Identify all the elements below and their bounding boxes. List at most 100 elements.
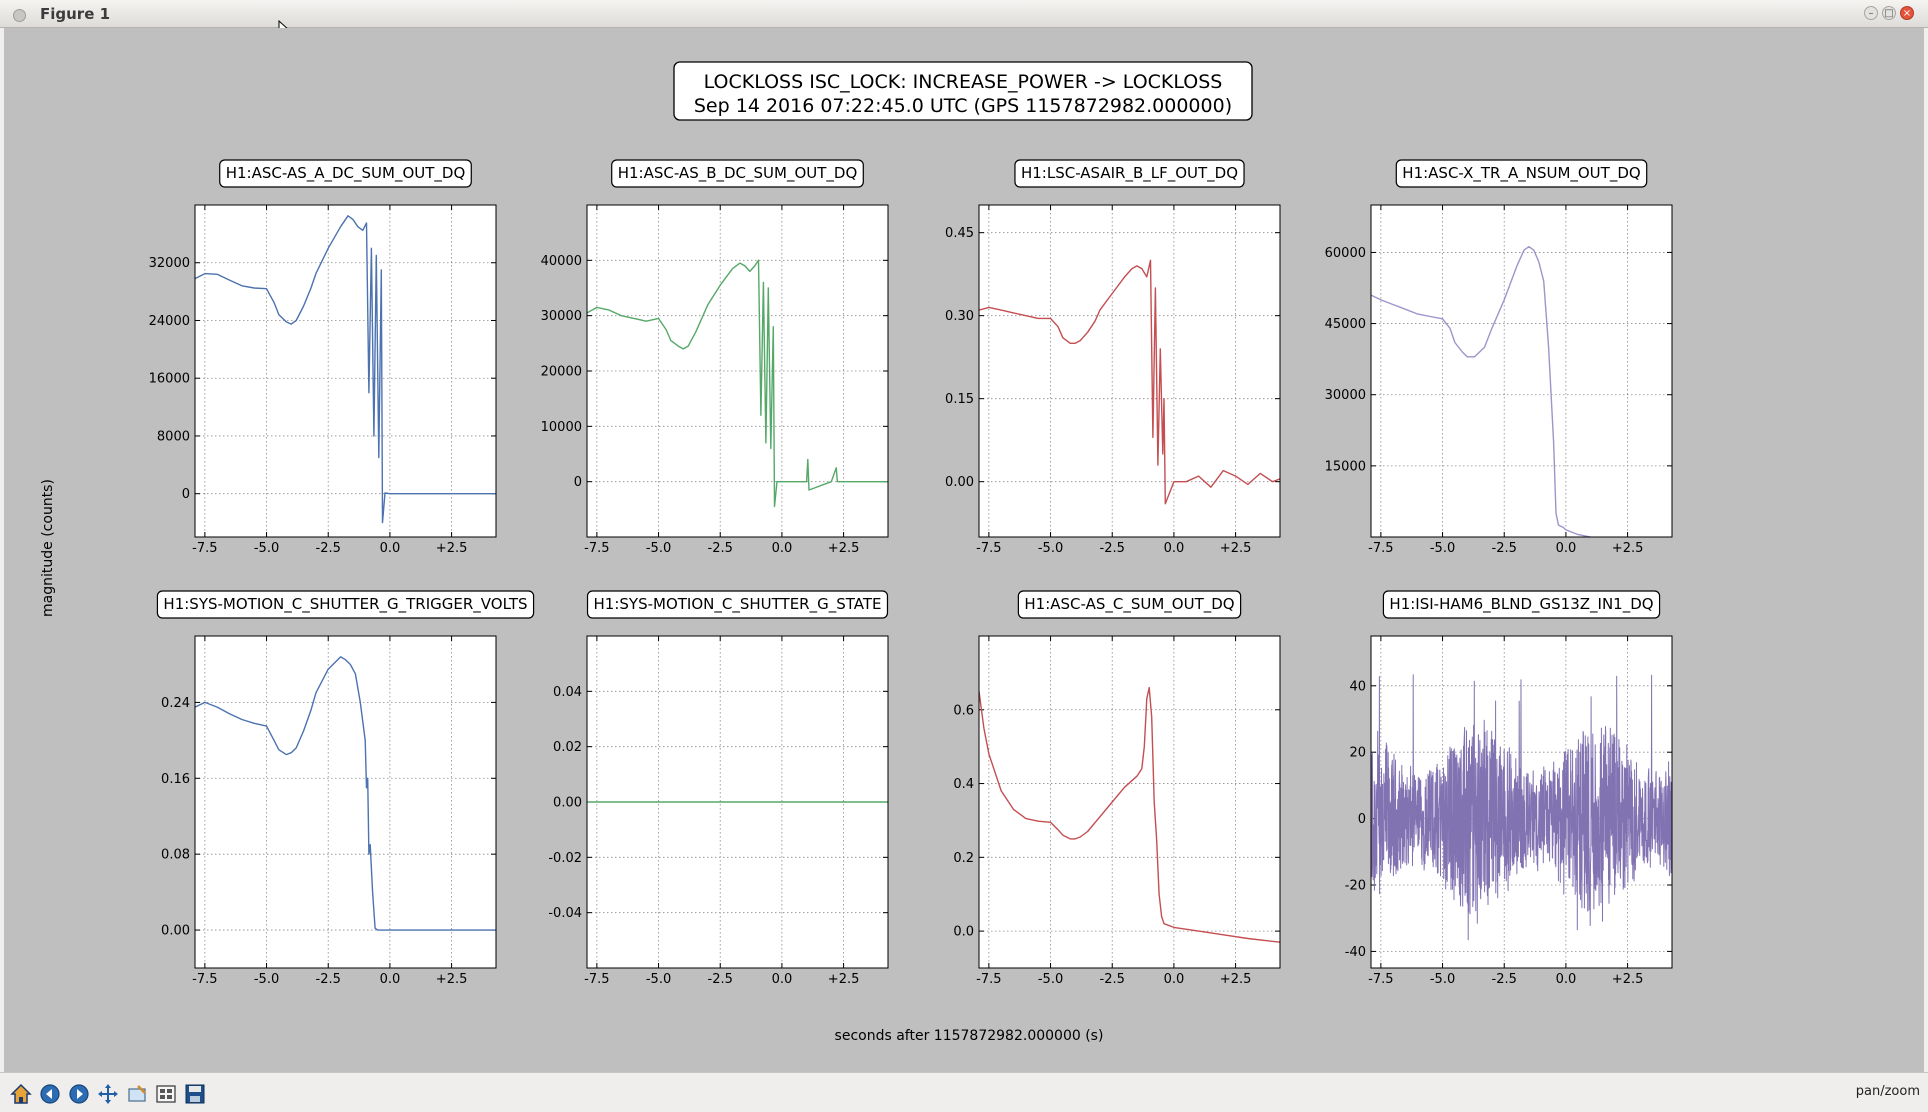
x-tick-label: -7.5 (1368, 972, 1393, 987)
subplot[interactable]: -7.5 -5.0 -2.5 0.0 +2.5 -0.04 -0.02 0.00 0.02 0.0… (548, 590, 889, 987)
close-icon[interactable]: × (1900, 6, 1914, 20)
subplot-title: H1:LSC-ASAIR_B_LF_OUT_DQ (1021, 164, 1238, 183)
y-tick-label: 40 (1349, 679, 1366, 694)
x-tick-label: 0.0 (1556, 541, 1577, 556)
x-tick-label: -2.5 (316, 972, 341, 987)
y-tick-label: 0.08 (161, 848, 190, 863)
x-tick-label: 0.0 (772, 541, 793, 556)
series-line (1371, 674, 1672, 941)
subplot-title-box (156, 590, 535, 619)
axes-frame (1370, 635, 1673, 969)
x-tick-label: 0.0 (1556, 972, 1577, 987)
y-tick-label: 8000 (157, 429, 190, 444)
save-icon[interactable] (182, 1081, 208, 1107)
y-tick-label: 16000 (149, 372, 190, 387)
suptitle: LOCKLOSS ISC_LOCK: INCREASE_POWER -> LOC… (673, 61, 1253, 121)
y-tick-label: 0.00 (553, 796, 582, 811)
x-tick-label: +2.5 (828, 972, 860, 987)
x-tick-label: -2.5 (1100, 972, 1125, 987)
x-axis-label: seconds after 1157872982.000000 (s) (835, 1028, 1104, 1044)
y-tick-label: 0.24 (161, 696, 190, 711)
axes-frame (978, 635, 1281, 969)
subplot-title: H1:SYS-MOTION_C_SHUTTER_G_TRIGGER_VOLTS (163, 595, 527, 614)
subplot[interactable]: -7.5 -5.0 -2.5 0.0 +2.5 0 10000 20000 30000 40000… (541, 159, 889, 556)
x-tick-label: +2.5 (1612, 541, 1644, 556)
x-tick-label: -5.0 (1038, 541, 1063, 556)
y-tick-label: 0.4 (953, 777, 974, 792)
y-tick-label: -20 (1345, 879, 1366, 894)
subplots-icon[interactable] (153, 1081, 179, 1107)
minimize-icon[interactable]: – (1864, 6, 1878, 20)
x-tick-label: -2.5 (1100, 541, 1125, 556)
series-line (979, 686, 1280, 943)
y-tick-label: 0 (1358, 812, 1366, 827)
subplot-title: H1:ISI-HAM6_BLND_GS13Z_IN1_DQ (1389, 595, 1653, 614)
y-tick-label: 20 (1349, 746, 1366, 761)
plot-area (195, 205, 496, 537)
x-tick-label: -5.0 (254, 541, 279, 556)
x-tick-label: -2.5 (708, 541, 733, 556)
y-tick-label: 0.30 (945, 309, 974, 324)
pan-icon[interactable] (95, 1081, 121, 1107)
y-tick-label: 0 (574, 475, 582, 490)
y-tick-label: 0.02 (553, 740, 582, 755)
window-menu-icon[interactable] (13, 9, 26, 22)
window-titlebar[interactable]: Figure 1 – □ × (0, 0, 1928, 28)
x-tick-label: -2.5 (316, 541, 341, 556)
x-tick-label: -7.5 (976, 541, 1001, 556)
y-tick-label: 10000 (541, 420, 582, 435)
subplot[interactable]: -7.5 -5.0 -2.5 0.0 +2.5 0.00 0.08 0.16 0.24 H1:SY… (156, 590, 535, 987)
y-tick-label: 0.16 (161, 772, 190, 787)
x-tick-label: 0.0 (380, 541, 401, 556)
subplot-title: H1:ASC-AS_A_DC_SUM_OUT_DQ (226, 164, 466, 183)
y-tick-label: 0.0 (953, 925, 974, 940)
axes-frame (586, 204, 889, 538)
series-line (195, 656, 496, 931)
y-tick-label: 45000 (1325, 317, 1366, 332)
series-line (587, 259, 888, 508)
subplot[interactable]: -7.5 -5.0 -2.5 0.0 +2.5 0.0 0.2 0.4 0.6 H1:ASC-AS… (953, 590, 1281, 987)
x-tick-label: -7.5 (1368, 541, 1393, 556)
y-tick-label: 20000 (541, 365, 582, 380)
figure-canvas[interactable]: LOCKLOSS ISC_LOCK: INCREASE_POWER -> LOC… (4, 28, 1924, 1072)
x-tick-label: -5.0 (1038, 972, 1063, 987)
plot-area (979, 636, 1280, 968)
x-tick-label: -5.0 (1430, 541, 1455, 556)
subplot-title: H1:ASC-AS_B_DC_SUM_OUT_DQ (618, 164, 858, 183)
y-tick-label: 0.04 (553, 685, 582, 700)
y-tick-label: 0.00 (945, 475, 974, 490)
subplot-title-box (1014, 159, 1245, 188)
maximize-icon[interactable]: □ (1882, 6, 1896, 20)
subplot-title-box (219, 159, 472, 188)
y-tick-label: 40000 (541, 254, 582, 269)
x-tick-label: 0.0 (772, 972, 793, 987)
subplot-title-box (1395, 159, 1648, 188)
forward-arrow-icon[interactable] (66, 1081, 92, 1107)
zoom-icon[interactable] (124, 1081, 150, 1107)
x-tick-label: +2.5 (828, 541, 860, 556)
plot-area (979, 205, 1280, 537)
subplot[interactable]: -7.5 -5.0 -2.5 0.0 +2.5 15000 30000 45000 60000 H… (1325, 159, 1673, 556)
y-tick-label: 0.00 (161, 924, 190, 939)
y-tick-label: -40 (1345, 945, 1366, 960)
back-arrow-icon[interactable] (37, 1081, 63, 1107)
x-tick-label: 0.0 (1164, 541, 1185, 556)
subplot[interactable]: -7.5 -5.0 -2.5 0.0 +2.5 0.00 0.15 0.30 0.45 H1:LS… (945, 159, 1281, 556)
x-tick-label: +2.5 (436, 541, 468, 556)
subplot[interactable]: -7.5 -5.0 -2.5 0.0 +2.5 0 8000 16000 24000 32000 H… (149, 159, 497, 556)
subplot-title-box (1382, 590, 1661, 619)
subplot-title-box (1017, 590, 1242, 619)
x-tick-label: -7.5 (584, 541, 609, 556)
navigation-toolbar: pan/zoom (0, 1072, 1928, 1112)
x-tick-label: +2.5 (436, 972, 468, 987)
y-tick-label: -0.02 (548, 851, 582, 866)
x-tick-label: -7.5 (584, 972, 609, 987)
plot-area (1371, 205, 1672, 537)
y-tick-label: 32000 (149, 256, 190, 271)
y-tick-label: -0.04 (548, 906, 582, 921)
home-icon[interactable] (8, 1081, 34, 1107)
axes-frame (194, 204, 497, 538)
x-tick-label: -5.0 (254, 972, 279, 987)
subplot[interactable]: -7.5 -5.0 -2.5 0.0 +2.5 -40 -20 0 20 40 H1:ISI-HAM… (1345, 590, 1673, 987)
x-tick-label: -7.5 (192, 972, 217, 987)
